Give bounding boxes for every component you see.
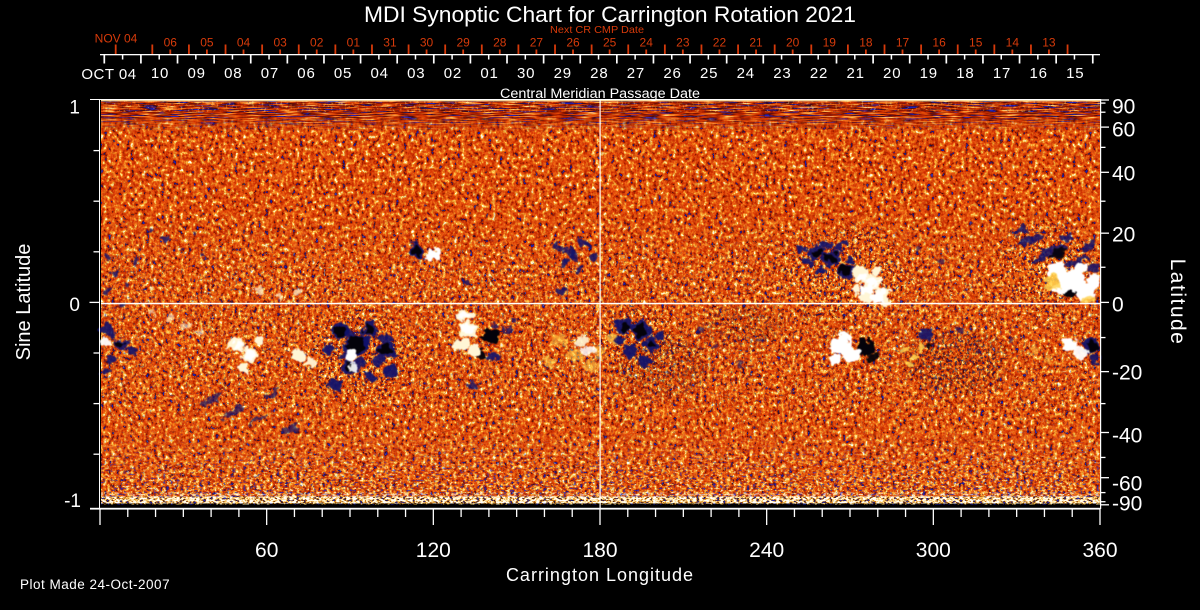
svg-text:23: 23: [676, 36, 690, 50]
svg-text:31: 31: [383, 36, 397, 50]
svg-text:120: 120: [416, 539, 451, 562]
svg-text:24: 24: [737, 65, 755, 82]
svg-text:21: 21: [846, 65, 864, 82]
svg-text:07: 07: [261, 65, 279, 82]
svg-text:-1: -1: [64, 491, 81, 512]
svg-text:Next CR CMP Date: Next CR CMP Date: [550, 24, 644, 36]
svg-text:1: 1: [69, 98, 80, 119]
svg-text:23: 23: [773, 65, 791, 82]
svg-text:-90: -90: [1112, 493, 1142, 516]
svg-text:60: 60: [255, 539, 278, 562]
svg-text:22: 22: [713, 36, 727, 50]
svg-text:-20: -20: [1112, 362, 1142, 385]
svg-text:OCT 04: OCT 04: [81, 66, 136, 83]
svg-text:10: 10: [151, 65, 169, 82]
svg-text:04: 04: [237, 36, 251, 50]
svg-text:01: 01: [480, 65, 498, 82]
svg-text:21: 21: [749, 36, 763, 50]
svg-text:20: 20: [786, 36, 800, 50]
svg-text:MDI Synoptic Chart for Carring: MDI Synoptic Chart for Carrington Rotati…: [364, 2, 856, 27]
svg-text:NOV 04: NOV 04: [95, 32, 138, 46]
svg-text:-60: -60: [1112, 473, 1142, 496]
svg-text:18: 18: [859, 36, 873, 50]
svg-text:24: 24: [640, 36, 654, 50]
svg-text:Latitude: Latitude: [1166, 259, 1189, 346]
svg-text:60: 60: [1112, 119, 1135, 142]
svg-text:16: 16: [1030, 65, 1048, 82]
svg-text:26: 26: [566, 36, 580, 50]
svg-text:180: 180: [582, 539, 617, 562]
svg-text:25: 25: [603, 36, 617, 50]
svg-text:300: 300: [916, 539, 951, 562]
svg-text:Sine Latitude: Sine Latitude: [13, 244, 35, 361]
svg-text:28: 28: [590, 65, 608, 82]
svg-text:01: 01: [347, 36, 361, 50]
svg-text:09: 09: [187, 65, 205, 82]
svg-text:240: 240: [749, 539, 784, 562]
svg-text:19: 19: [920, 65, 938, 82]
svg-text:90: 90: [1112, 96, 1135, 119]
svg-text:0: 0: [1112, 294, 1124, 317]
svg-text:29: 29: [457, 36, 471, 50]
svg-text:0: 0: [69, 295, 80, 316]
svg-text:20: 20: [1112, 224, 1135, 247]
svg-text:26: 26: [663, 65, 681, 82]
svg-text:16: 16: [932, 36, 946, 50]
svg-text:06: 06: [164, 36, 178, 50]
svg-text:05: 05: [200, 36, 214, 50]
svg-text:30: 30: [517, 65, 535, 82]
svg-text:27: 27: [627, 65, 645, 82]
svg-text:30: 30: [420, 36, 434, 50]
svg-text:03: 03: [273, 36, 287, 50]
svg-text:17: 17: [896, 36, 910, 50]
svg-text:03: 03: [407, 65, 425, 82]
svg-text:Carrington Longitude: Carrington Longitude: [506, 565, 694, 585]
svg-text:17: 17: [993, 65, 1011, 82]
svg-text:04: 04: [371, 65, 389, 82]
svg-text:25: 25: [700, 65, 718, 82]
svg-text:15: 15: [969, 36, 983, 50]
svg-text:14: 14: [1006, 36, 1020, 50]
svg-text:13: 13: [1042, 36, 1056, 50]
svg-text:27: 27: [530, 36, 544, 50]
svg-text:40: 40: [1112, 163, 1135, 186]
svg-text:-40: -40: [1112, 425, 1142, 448]
svg-text:29: 29: [554, 65, 572, 82]
svg-text:Plot Made 24-Oct-2007: Plot Made 24-Oct-2007: [20, 577, 170, 592]
svg-text:15: 15: [1066, 65, 1084, 82]
svg-text:08: 08: [224, 65, 242, 82]
svg-text:22: 22: [810, 65, 828, 82]
svg-text:06: 06: [297, 65, 315, 82]
svg-text:05: 05: [334, 65, 352, 82]
svg-text:20: 20: [883, 65, 901, 82]
svg-text:02: 02: [310, 36, 324, 50]
svg-text:18: 18: [956, 65, 974, 82]
svg-text:28: 28: [493, 36, 507, 50]
svg-text:360: 360: [1082, 539, 1117, 562]
svg-text:Central Meridian Passage Date: Central Meridian Passage Date: [500, 86, 700, 101]
svg-text:19: 19: [823, 36, 837, 50]
svg-text:02: 02: [444, 65, 462, 82]
